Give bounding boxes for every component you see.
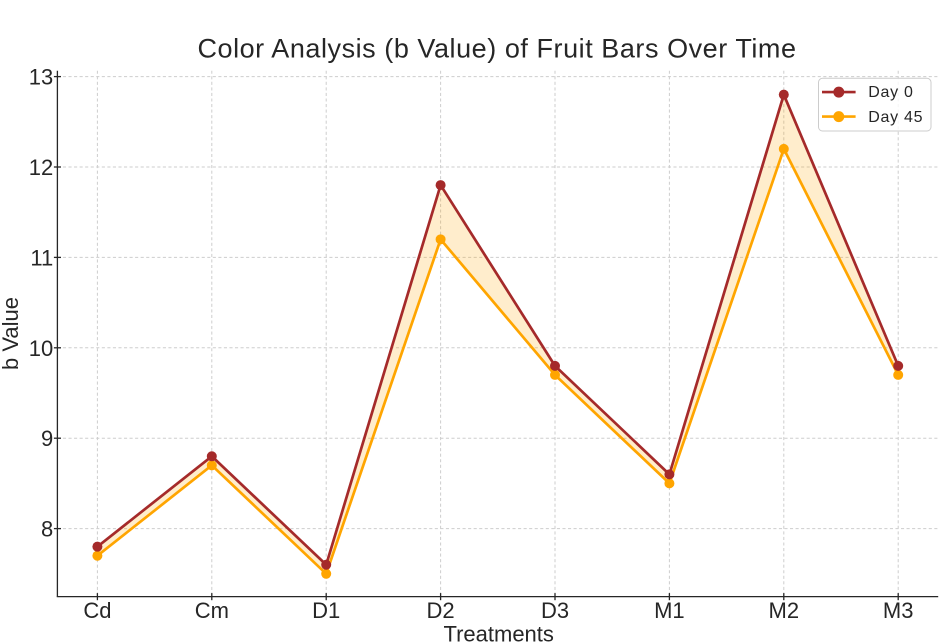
svg-text:11: 11 — [30, 245, 53, 270]
svg-text:M1: M1 — [654, 598, 685, 623]
svg-text:8: 8 — [41, 517, 53, 542]
svg-text:12: 12 — [29, 155, 53, 180]
svg-text:b Value: b Value — [0, 297, 23, 370]
svg-text:D3: D3 — [541, 598, 569, 623]
svg-text:D2: D2 — [427, 598, 455, 623]
svg-text:Day 0: Day 0 — [868, 84, 913, 101]
svg-text:9: 9 — [41, 426, 53, 451]
svg-text:Day 45: Day 45 — [868, 109, 923, 126]
svg-text:M3: M3 — [883, 598, 914, 623]
svg-text:10: 10 — [29, 336, 53, 361]
svg-text:M2: M2 — [769, 598, 800, 623]
svg-text:D1: D1 — [312, 598, 340, 623]
svg-text:Cd: Cd — [83, 598, 111, 623]
svg-text:Cm: Cm — [195, 598, 229, 623]
svg-text:Treatments: Treatments — [443, 622, 553, 643]
svg-text:13: 13 — [29, 65, 53, 90]
svg-text:Color Analysis (b Value) of Fr: Color Analysis (b Value) of Fruit Bars O… — [197, 34, 796, 64]
